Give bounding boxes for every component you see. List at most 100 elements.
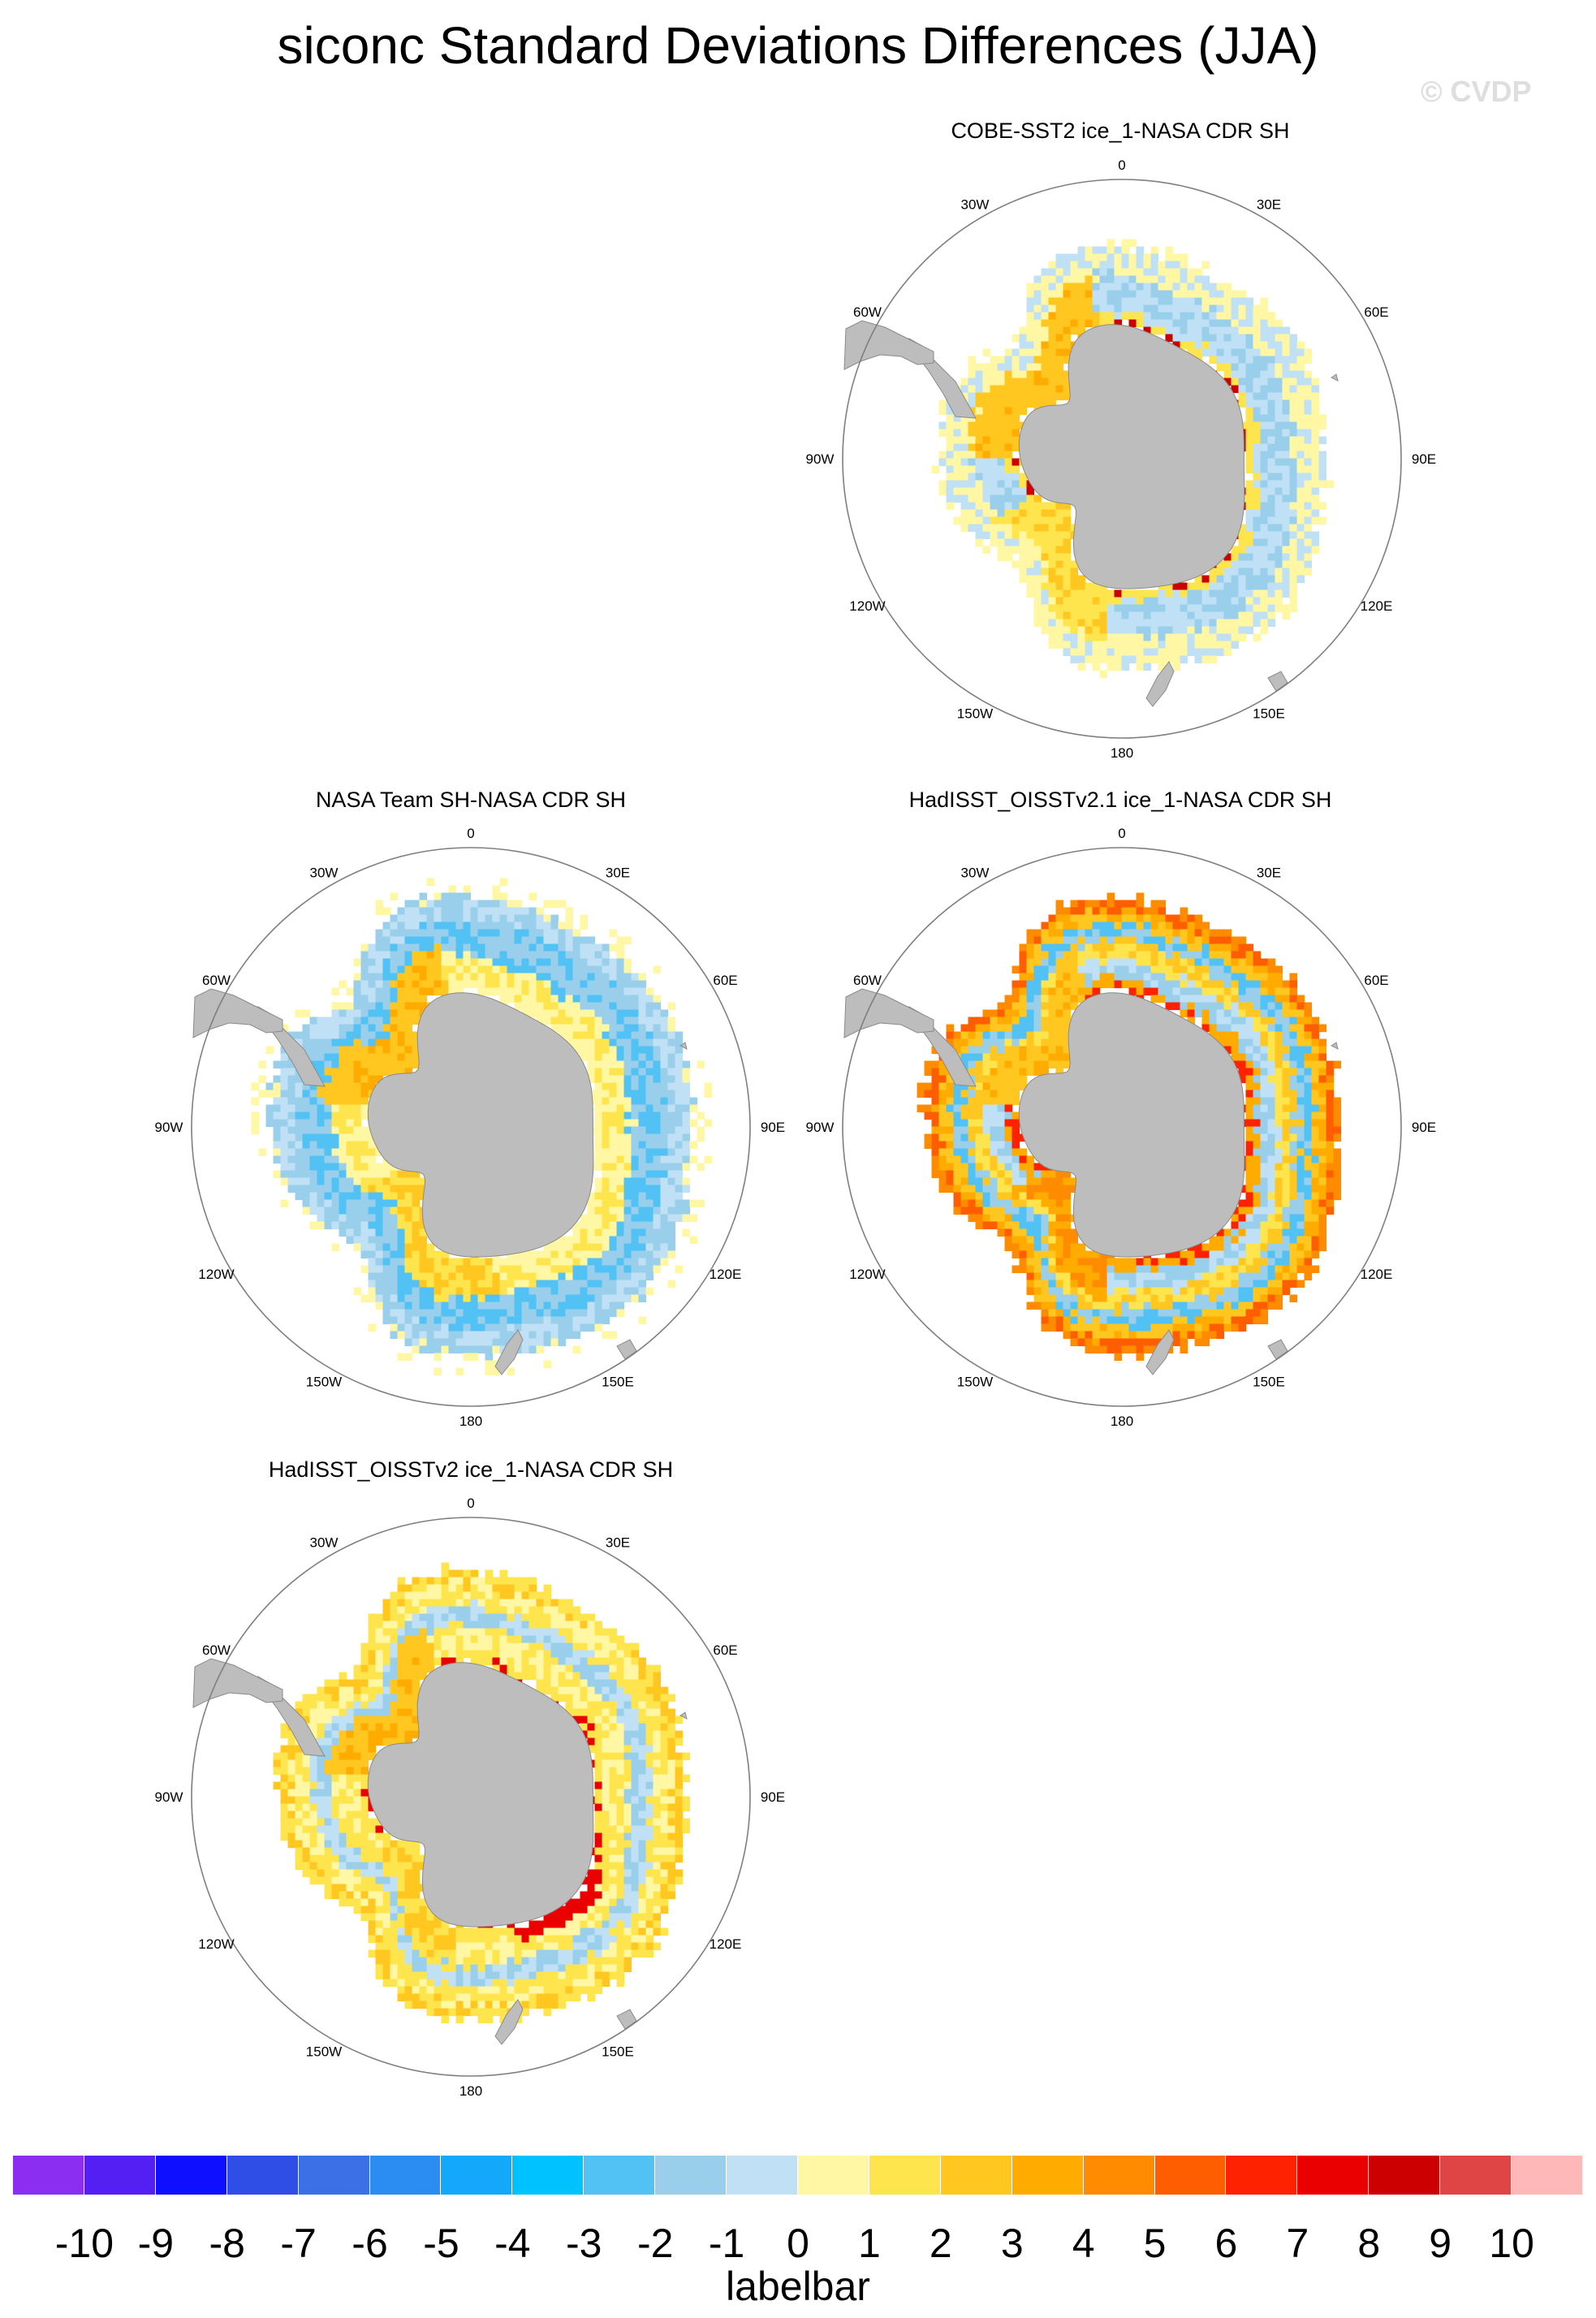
- data-cell: [324, 1170, 333, 1179]
- data-cell: [1158, 995, 1167, 1004]
- data-cell: [397, 1038, 406, 1047]
- data-cell: [1304, 516, 1313, 525]
- data-cell: [982, 1192, 991, 1201]
- data-cell: [1150, 958, 1159, 967]
- data-cell: [623, 995, 632, 1004]
- data-cell: [1223, 1024, 1232, 1033]
- data-cell: [1165, 582, 1174, 591]
- data-cell: [353, 1112, 362, 1120]
- data-cell: [1099, 589, 1108, 598]
- data-cell: [302, 1090, 311, 1099]
- data-cell: [1282, 1075, 1291, 1084]
- data-cell: [1063, 1192, 1072, 1201]
- data-cell: [514, 922, 523, 930]
- data-cell: [1012, 1250, 1020, 1259]
- data-cell: [477, 1323, 486, 1332]
- data-cell: [1063, 538, 1072, 547]
- data-cell: [448, 892, 457, 901]
- data-cell: [990, 1082, 999, 1091]
- data-cell: [492, 1258, 501, 1267]
- data-cell: [302, 1141, 311, 1150]
- data-cell: [580, 1250, 589, 1259]
- data-cell: [1085, 312, 1093, 321]
- data-cell: [1194, 951, 1203, 960]
- data-cell: [368, 1280, 377, 1288]
- data-cell: [938, 1104, 947, 1113]
- data-cell: [609, 1141, 618, 1150]
- data-cell: [594, 1075, 603, 1084]
- data-cell: [1070, 560, 1079, 569]
- data-cell: [997, 1214, 1006, 1223]
- data-cell: [938, 458, 947, 467]
- data-cell: [990, 1017, 999, 1025]
- data-cell: [1158, 965, 1167, 974]
- data-cell: [1158, 326, 1167, 335]
- data-cell: [1238, 973, 1247, 982]
- data-cell: [1121, 611, 1130, 620]
- data-cell: [528, 936, 537, 945]
- data-cell: [360, 1104, 369, 1113]
- data-cell: [390, 1221, 399, 1230]
- data-cell: [1055, 995, 1064, 1004]
- data-cell: [1187, 319, 1196, 328]
- data-cell: [1275, 1112, 1283, 1120]
- data-cell: [975, 516, 984, 525]
- data-cell: [441, 1287, 450, 1296]
- data-cell: [1289, 480, 1298, 489]
- data-cell: [251, 1119, 260, 1128]
- data-cell: [397, 1243, 406, 1252]
- data-cell: [1267, 1075, 1276, 1084]
- data-cell: [1238, 1024, 1247, 1033]
- data-cell: [938, 1170, 947, 1179]
- data-cell: [470, 907, 479, 916]
- data-cell: [339, 1046, 347, 1055]
- data-cell: [594, 1038, 603, 1047]
- data-cell: [1063, 1024, 1072, 1033]
- data-cell: [1311, 546, 1320, 555]
- data-cell: [1180, 958, 1188, 967]
- data-cell: [1026, 951, 1035, 960]
- data-cell: [1004, 414, 1013, 423]
- data-cell: [499, 900, 508, 909]
- data-cell: [1033, 1009, 1042, 1018]
- data-cell: [558, 1009, 567, 1018]
- data-cell: [1019, 502, 1028, 511]
- data-cell: [1289, 531, 1298, 540]
- data-cell: [682, 1060, 691, 1069]
- data-cell: [1201, 319, 1210, 328]
- data-cell: [997, 1228, 1006, 1237]
- data-cell: [528, 1002, 537, 1011]
- data-cell: [1165, 943, 1174, 952]
- data-cell: [623, 1017, 632, 1025]
- data-cell: [455, 1309, 464, 1318]
- data-cell: [1253, 1133, 1262, 1142]
- data-cell: [675, 1053, 684, 1062]
- data-cell: [455, 1294, 464, 1303]
- data-cell: [441, 922, 450, 930]
- data-cell: [339, 1199, 347, 1208]
- data-cell: [295, 1155, 304, 1164]
- data-cell: [1238, 1046, 1247, 1055]
- data-cell: [1267, 575, 1276, 584]
- data-cell: [682, 1119, 691, 1128]
- data-cell: [1201, 648, 1210, 657]
- data-cell: [1275, 1236, 1283, 1245]
- data-cell: [558, 1301, 567, 1310]
- data-cell: [339, 1155, 347, 1164]
- data-cell: [1114, 283, 1123, 291]
- data-cell: [594, 1163, 603, 1172]
- data-cell: [1026, 1060, 1035, 1069]
- data-cell: [521, 1287, 530, 1296]
- data-cell: [638, 1192, 647, 1201]
- data-cell: [1128, 900, 1137, 909]
- data-cell: [982, 524, 991, 533]
- data-cell: [1041, 370, 1050, 379]
- data-cell: [346, 1060, 355, 1069]
- data-cell: [1019, 399, 1028, 408]
- data-cell: [1216, 597, 1225, 606]
- data-cell: [975, 1206, 984, 1215]
- data-cell: [1253, 1053, 1262, 1062]
- data-cell: [1172, 283, 1181, 291]
- data-cell: [1267, 1155, 1276, 1164]
- data-cell: [1128, 290, 1137, 299]
